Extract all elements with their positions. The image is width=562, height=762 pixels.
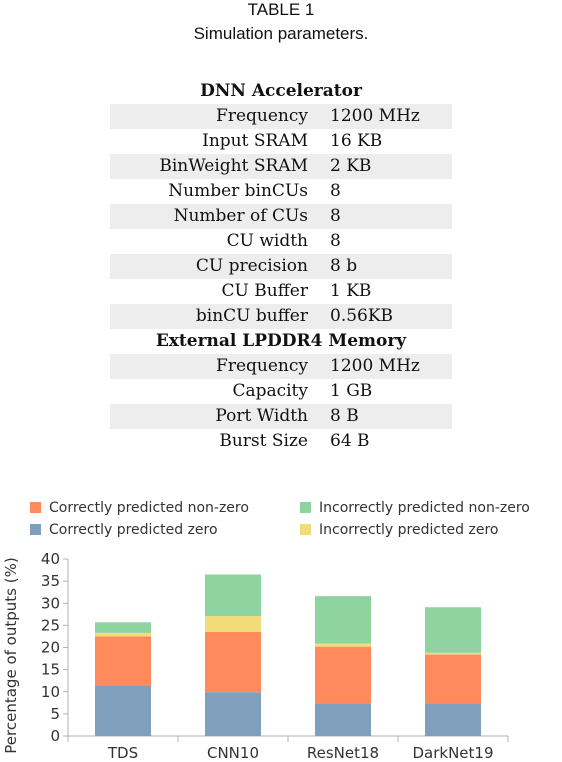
x-tick-label: CNN10 (207, 744, 259, 762)
y-tick-label: 5 (50, 705, 60, 723)
bar-segment (315, 596, 371, 644)
y-tick-label: 15 (41, 661, 60, 679)
legend-swatch (300, 502, 311, 513)
table-row: Capacity 1 GB (110, 379, 452, 404)
simulation-parameters-table: DNN Accelerator Frequency 1200 MHz Input SR… (110, 79, 452, 454)
parameter-value: 8 (330, 231, 341, 251)
legend-label: Incorrectly predicted non-zero (319, 500, 530, 516)
parameter-name: CU precision (110, 254, 330, 279)
parameter-value: 1 KB (330, 281, 372, 301)
y-tick-label: 35 (41, 572, 60, 590)
parameter-name: binCU buffer (110, 304, 330, 329)
parameter-name: Frequency (110, 104, 330, 129)
parameter-value: 0.56KB (330, 304, 452, 329)
bar-segment (95, 636, 151, 686)
bar-segment (95, 685, 151, 736)
parameter-value: 1 GB (330, 381, 373, 401)
parameter-name: Port Width (110, 404, 330, 429)
table-row: CU Buffer 1 KB (110, 279, 452, 304)
table-row: CU precision 8 b (110, 254, 452, 279)
table-caption-label: TABLE 1 (247, 0, 315, 19)
parameter-value: 1200 MHz (330, 354, 452, 379)
bar-segment (205, 616, 261, 633)
legend-label: Correctly predicted zero (49, 522, 218, 538)
bar-segment (425, 607, 481, 653)
table-row: CU width 8 (110, 229, 452, 254)
section-title: DNN Accelerator (200, 81, 362, 101)
table-caption-title: Simulation parameters. (193, 24, 369, 43)
x-tick-label: ResNet18 (307, 744, 379, 762)
bar-segment (95, 632, 151, 637)
parameter-value: 16 KB (330, 131, 383, 151)
table-row: Frequency 1200 MHz (110, 104, 452, 129)
table-row: Input SRAM 16 KB (110, 129, 452, 154)
y-tick-label: 30 (41, 594, 60, 612)
y-tick-label: 20 (41, 639, 60, 657)
parameter-name: Capacity (232, 381, 308, 401)
bar-segment (315, 643, 371, 647)
chart-legend: Correctly predicted non-zero Incorrectly … (30, 498, 550, 542)
bar-segment (425, 654, 481, 704)
parameter-name: CU width (226, 231, 308, 251)
legend-swatch (30, 524, 41, 535)
parameter-name: BinWeight SRAM (110, 154, 330, 179)
legend-item: Incorrectly predicted non-zero (300, 498, 530, 518)
legend-swatch (300, 524, 311, 535)
table-row: Number binCUs 8 (110, 179, 452, 204)
parameter-value: 8 (330, 181, 341, 201)
parameter-value: 8 b (330, 254, 452, 279)
legend-label: Incorrectly predicted zero (319, 522, 499, 538)
parameter-value: 1200 MHz (330, 104, 452, 129)
bar-segment (205, 574, 261, 617)
stacked-bar-chart: 0 5 10 15 20 25 30 35 40 Percentage of outputs (%… (2, 550, 509, 762)
bar-segment (95, 622, 151, 633)
y-axis-label: Percentage of outputs (%) (2, 557, 20, 753)
y-tick-label: 0 (50, 727, 60, 745)
table-section-header: DNN Accelerator (110, 79, 452, 104)
y-tick-label: 40 (41, 550, 60, 568)
section-title: External LPDDR4 Memory (155, 331, 407, 351)
bar-segment (315, 646, 371, 704)
bar-segment (205, 692, 261, 736)
bar-segment (205, 632, 261, 693)
table-row: Burst Size 64 B (110, 429, 452, 454)
parameter-value: 2 KB (330, 154, 452, 179)
legend-item: Correctly predicted zero (30, 520, 218, 540)
table-row: Port Width 8 B (110, 404, 452, 429)
y-tick-label: 10 (41, 683, 60, 701)
legend-label: Correctly predicted non-zero (49, 500, 249, 516)
parameter-name: Burst Size (219, 431, 308, 451)
table-row: binCU buffer 0.56KB (110, 304, 452, 329)
parameter-name: Frequency (110, 354, 330, 379)
parameter-name: Number of CUs (110, 204, 330, 229)
table-section-header: External LPDDR4 Memory (110, 329, 452, 354)
parameter-value: 8 (330, 204, 452, 229)
bar-segment (315, 703, 371, 736)
y-tick-label: 25 (41, 616, 60, 634)
table-row: Number of CUs 8 (110, 204, 452, 229)
parameter-name: Input SRAM (202, 131, 308, 151)
table-row: BinWeight SRAM 2 KB (110, 154, 452, 179)
legend-item: Correctly predicted non-zero (30, 498, 249, 518)
table-row: Frequency 1200 MHz (110, 354, 452, 379)
legend-swatch (30, 502, 41, 513)
x-tick-label: DarkNet19 (412, 744, 493, 762)
bar-segment (425, 652, 481, 655)
x-tick-label: TDS (107, 744, 138, 762)
parameter-value: 64 B (330, 431, 370, 451)
parameter-name: Number binCUs (168, 181, 308, 201)
parameter-value: 8 B (330, 404, 452, 429)
legend-item: Incorrectly predicted zero (300, 520, 498, 540)
bar-segment (425, 703, 481, 736)
parameter-name: CU Buffer (221, 281, 308, 301)
